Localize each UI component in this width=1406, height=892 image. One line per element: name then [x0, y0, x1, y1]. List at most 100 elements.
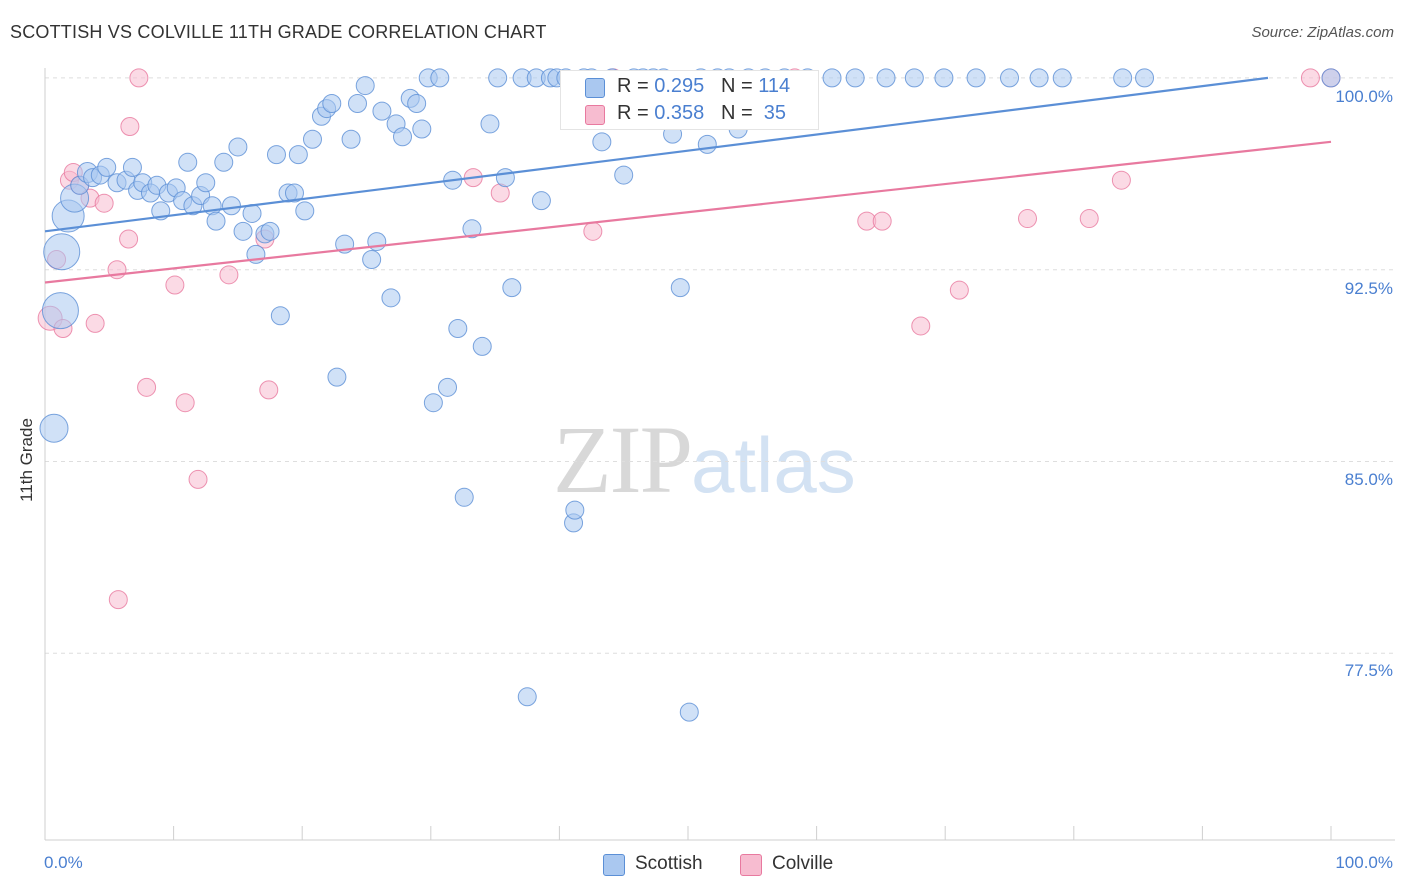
colville-point — [583, 221, 603, 241]
colville-point — [85, 313, 105, 333]
n-value: 35 — [763, 102, 787, 124]
colville-point — [1111, 170, 1131, 190]
scottish-point — [214, 152, 234, 172]
stats-text: R = 0.295 N = 114 — [617, 75, 790, 98]
scottish-point — [1135, 68, 1155, 88]
scottish-point — [876, 68, 896, 88]
scottish-point — [372, 101, 392, 121]
colville-point — [129, 68, 149, 88]
colville-trend-line — [44, 140, 1332, 284]
r-label: R = — [617, 75, 649, 97]
scottish-point — [260, 221, 280, 241]
scottish-point — [454, 487, 474, 507]
colville-point — [94, 193, 114, 213]
n-label: N = — [720, 75, 753, 97]
scottish-point — [565, 500, 585, 520]
colville-point — [259, 380, 279, 400]
colville-point — [108, 590, 128, 610]
scottish-point — [206, 211, 226, 231]
scottish-point — [592, 132, 612, 152]
colville-point — [165, 275, 185, 295]
r-value: 0.295 — [654, 75, 705, 97]
scottish-point — [488, 68, 508, 88]
watermark-atlas: atlas — [691, 421, 856, 509]
scottish-point — [295, 201, 315, 221]
scottish-point — [43, 233, 81, 271]
scottish-point — [845, 68, 865, 88]
scottish-point — [966, 68, 986, 88]
scottish-point — [1113, 68, 1133, 88]
scottish-point — [438, 377, 458, 397]
stats-legend-box: R = 0.295 N = 114 R = 0.358 N = 35 — [560, 70, 819, 130]
x-tick-label-min: 0.0% — [44, 853, 83, 872]
scottish-point — [517, 687, 537, 707]
scottish-point — [495, 168, 515, 188]
colville-swatch — [585, 105, 605, 125]
scottish-point — [322, 93, 342, 113]
colville-point — [137, 377, 157, 397]
scottish-point — [196, 173, 216, 193]
scottish-point — [1052, 68, 1072, 88]
r-value: 0.358 — [654, 102, 705, 124]
scottish-point — [423, 393, 443, 413]
scottish-point — [302, 129, 322, 149]
r-label: R = — [617, 102, 649, 124]
source-label: Source: ZipAtlas.com — [1251, 24, 1394, 41]
y-tick-label: 92.5% — [1344, 279, 1393, 298]
colville-point — [872, 211, 892, 231]
scottish-point — [679, 702, 699, 722]
scottish-point — [822, 68, 842, 88]
scottish-point — [284, 183, 304, 203]
watermark: ZIPatlas — [553, 404, 856, 515]
scottish-point — [327, 367, 347, 387]
scottish-point — [472, 336, 492, 356]
scottish-point — [1321, 68, 1341, 88]
colville-point — [119, 229, 139, 249]
scottish-point — [462, 219, 482, 239]
scottish-swatch — [585, 78, 605, 98]
legend-label: Colville — [772, 853, 834, 874]
n-label: N = — [720, 102, 753, 124]
y-tick-label: 77.5% — [1344, 661, 1393, 680]
colville-point — [1300, 68, 1320, 88]
scottish-point — [614, 165, 634, 185]
scottish-point — [480, 114, 500, 134]
chart-title: SCOTTISH VS COLVILLE 11TH GRADE CORRELAT… — [10, 22, 547, 42]
scottish-point — [39, 413, 69, 443]
y-axis-label: 11th Grade — [17, 418, 36, 502]
colville-legend-swatch — [740, 854, 762, 876]
scottish-point — [531, 191, 551, 211]
watermark-zip: ZIP — [553, 406, 693, 513]
scottish-legend-swatch — [603, 854, 625, 876]
scottish-point — [233, 221, 253, 241]
scottish-trend-line — [44, 76, 1269, 233]
scottish-point — [228, 137, 248, 157]
colville-point — [1018, 209, 1038, 229]
colville-point — [1079, 209, 1099, 229]
y-tick-label: 85.0% — [1344, 470, 1393, 489]
scottish-point — [934, 68, 954, 88]
x-tick-label-max: 100.0% — [1335, 853, 1393, 872]
scottish-point — [448, 319, 468, 339]
scottish-point — [381, 288, 401, 308]
colville-point — [949, 280, 969, 300]
y-tick-label: 100.0% — [1335, 87, 1393, 106]
scottish-point — [407, 93, 427, 113]
scottish-point — [1029, 68, 1049, 88]
scottish-point — [97, 157, 117, 177]
scottish-point — [221, 196, 241, 216]
colville-point — [188, 469, 208, 489]
scottish-point — [347, 93, 367, 113]
scottish-point — [904, 68, 924, 88]
scottish-point — [697, 134, 717, 154]
scottish-point — [270, 306, 290, 326]
scottish-point — [41, 292, 79, 330]
scottish-point — [412, 119, 432, 139]
scottish-point — [1000, 68, 1019, 88]
scottish-point — [362, 249, 382, 269]
stats-text: R = 0.358 N = 35 — [617, 102, 786, 125]
legend-label: Scottish — [635, 853, 703, 874]
scottish-point — [266, 145, 286, 165]
n-value: 114 — [758, 75, 791, 97]
